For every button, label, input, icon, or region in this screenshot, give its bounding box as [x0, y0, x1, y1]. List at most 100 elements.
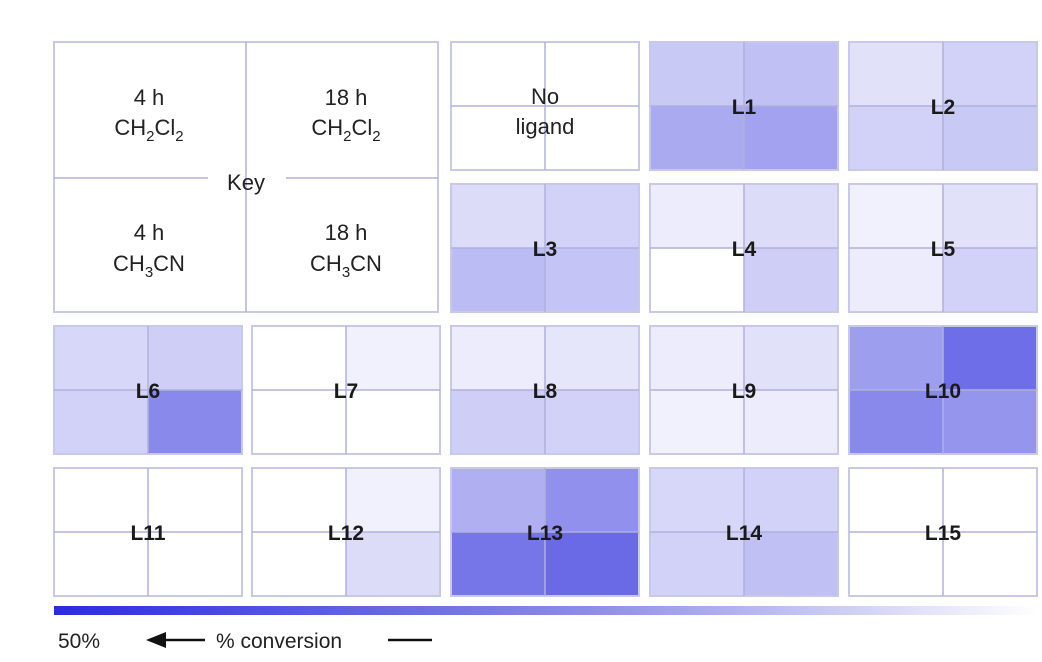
cell-l9: L9	[649, 325, 839, 455]
key-tr-line1: 18 h	[325, 85, 368, 110]
cell-l8-quadrant-4	[545, 390, 639, 454]
key-tl-line1: 4 h	[134, 85, 165, 110]
cell-l3-quadrant-2	[545, 184, 639, 248]
cell-l1-quadrant-3	[650, 106, 744, 170]
colorbar-arrow-left-head	[146, 632, 166, 648]
cell-l4-quadrant-2	[744, 184, 838, 248]
cell-l9-quadrant-3	[650, 390, 744, 454]
cell-l7-quadrant-1	[252, 326, 346, 390]
cell-l3-quadrant-1	[451, 184, 545, 248]
cell-l6-quadrant-2	[148, 326, 242, 390]
colorbar-gradient	[54, 606, 1038, 615]
cell-l10-quadrant-3	[849, 390, 943, 454]
cell-l8-quadrant-1	[451, 326, 545, 390]
cell-l5-quadrant-2	[943, 184, 1037, 248]
cell-l12-label: L12	[328, 522, 364, 545]
cell-l1: L1	[649, 41, 839, 171]
cell-l11-quadrant-4	[148, 532, 242, 596]
cell-l12-quadrant-2	[346, 468, 440, 532]
cell-l13-quadrant-4	[545, 532, 639, 596]
cell-l15-quadrant-2	[943, 468, 1037, 532]
cell-l14-label: L14	[726, 522, 763, 545]
key-bl-line1: 4 h	[134, 220, 165, 245]
cell-l8-quadrant-2	[545, 326, 639, 390]
cell-l8-quadrant-3	[451, 390, 545, 454]
cell-l13-label: L13	[527, 522, 563, 545]
cell-l11-quadrant-2	[148, 468, 242, 532]
cell-l15-quadrant-3	[849, 532, 943, 596]
cell-l9-quadrant-2	[744, 326, 838, 390]
cell-l7: L7	[251, 325, 441, 455]
colorbar-max-label: 50%	[58, 630, 100, 653]
cell-l2-quadrant-4	[943, 106, 1037, 170]
cell-l15: L15	[848, 467, 1038, 597]
key-label: Key	[227, 170, 265, 195]
cell-l8: L8	[450, 325, 640, 455]
cell-no-ligand-quadrant-1	[451, 42, 545, 106]
cell-l12-quadrant-3	[252, 532, 346, 596]
cell-l10-quadrant-1	[849, 326, 943, 390]
key-tr-line2: CH2Cl2	[311, 115, 380, 145]
cell-l6-label: L6	[136, 380, 161, 403]
key-tl-line2: CH2Cl2	[114, 115, 183, 145]
cell-l11-quadrant-3	[54, 532, 148, 596]
cell-l3-label: L3	[533, 238, 558, 261]
cell-l7-quadrant-3	[252, 390, 346, 454]
cell-l3-quadrant-4	[545, 248, 639, 312]
cell-l9-quadrant-4	[744, 390, 838, 454]
cell-l13: L13	[450, 467, 640, 597]
key-block: Key 4 h CH2Cl2 18 h CH2Cl2 4 h CH3CN 18 …	[53, 41, 439, 313]
cell-l4-quadrant-3	[650, 248, 744, 312]
cell-l2: L2	[848, 41, 1038, 171]
key-br-line1: 18 h	[325, 220, 368, 245]
cell-l5: L5	[848, 183, 1038, 313]
cell-l1-quadrant-2	[744, 42, 838, 106]
cell-l14-quadrant-4	[744, 532, 838, 596]
cell-l14-quadrant-3	[650, 532, 744, 596]
key-br-line2: CH3CN	[310, 251, 382, 281]
cell-l7-quadrant-2	[346, 326, 440, 390]
cell-l13-quadrant-3	[451, 532, 545, 596]
cell-l11-label: L11	[130, 522, 165, 545]
cell-l14: L14	[649, 467, 839, 597]
cell-no-ligand-quadrant-4	[545, 106, 639, 170]
cell-l1-quadrant-4	[744, 106, 838, 170]
cell-l2-quadrant-2	[943, 42, 1037, 106]
cell-l4: L4	[649, 183, 839, 313]
cell-l8-label: L8	[533, 380, 558, 403]
cell-l10-quadrant-2	[943, 326, 1037, 390]
cell-l6-quadrant-3	[54, 390, 148, 454]
cell-l6: L6	[53, 325, 243, 455]
cell-l10-quadrant-4	[943, 390, 1037, 454]
colorbar: 50% % conversion	[54, 606, 1038, 653]
cell-l14-quadrant-1	[650, 468, 744, 532]
cell-l9-quadrant-1	[650, 326, 744, 390]
cell-l2-quadrant-3	[849, 106, 943, 170]
cell-l4-label: L4	[732, 238, 757, 261]
cell-l5-quadrant-4	[943, 248, 1037, 312]
ligand-cells: No ligand L1 L2 L3 L4 L5 L6 L7 L8 L9 L10 L11 L12 L13 L1…	[53, 41, 1038, 597]
cell-l6-quadrant-4	[148, 390, 242, 454]
cell-l5-label: L5	[931, 238, 956, 261]
cell-no-ligand-quadrant-2	[545, 42, 639, 106]
cell-l7-quadrant-4	[346, 390, 440, 454]
cell-l13-quadrant-1	[451, 468, 545, 532]
cell-l15-quadrant-4	[943, 532, 1037, 596]
cell-l10: L10	[848, 325, 1038, 455]
cell-l14-quadrant-2	[744, 468, 838, 532]
cell-l12: L12	[251, 467, 441, 597]
cell-l3-quadrant-3	[451, 248, 545, 312]
cell-l3: L3	[450, 183, 640, 313]
cell-l11-quadrant-1	[54, 468, 148, 532]
cell-l4-quadrant-4	[744, 248, 838, 312]
colorbar-axis-label: % conversion	[216, 630, 342, 653]
cell-l15-quadrant-1	[849, 468, 943, 532]
cell-no-ligand: No ligand	[450, 41, 640, 171]
cell-l7-label: L7	[334, 380, 359, 403]
cell-l5-quadrant-3	[849, 248, 943, 312]
cell-l2-label: L2	[931, 96, 956, 119]
cell-l12-quadrant-4	[346, 532, 440, 596]
cell-no-ligand-quadrant-3	[451, 106, 545, 170]
cell-l1-label: L1	[732, 96, 757, 119]
cell-l10-label: L10	[925, 380, 961, 403]
